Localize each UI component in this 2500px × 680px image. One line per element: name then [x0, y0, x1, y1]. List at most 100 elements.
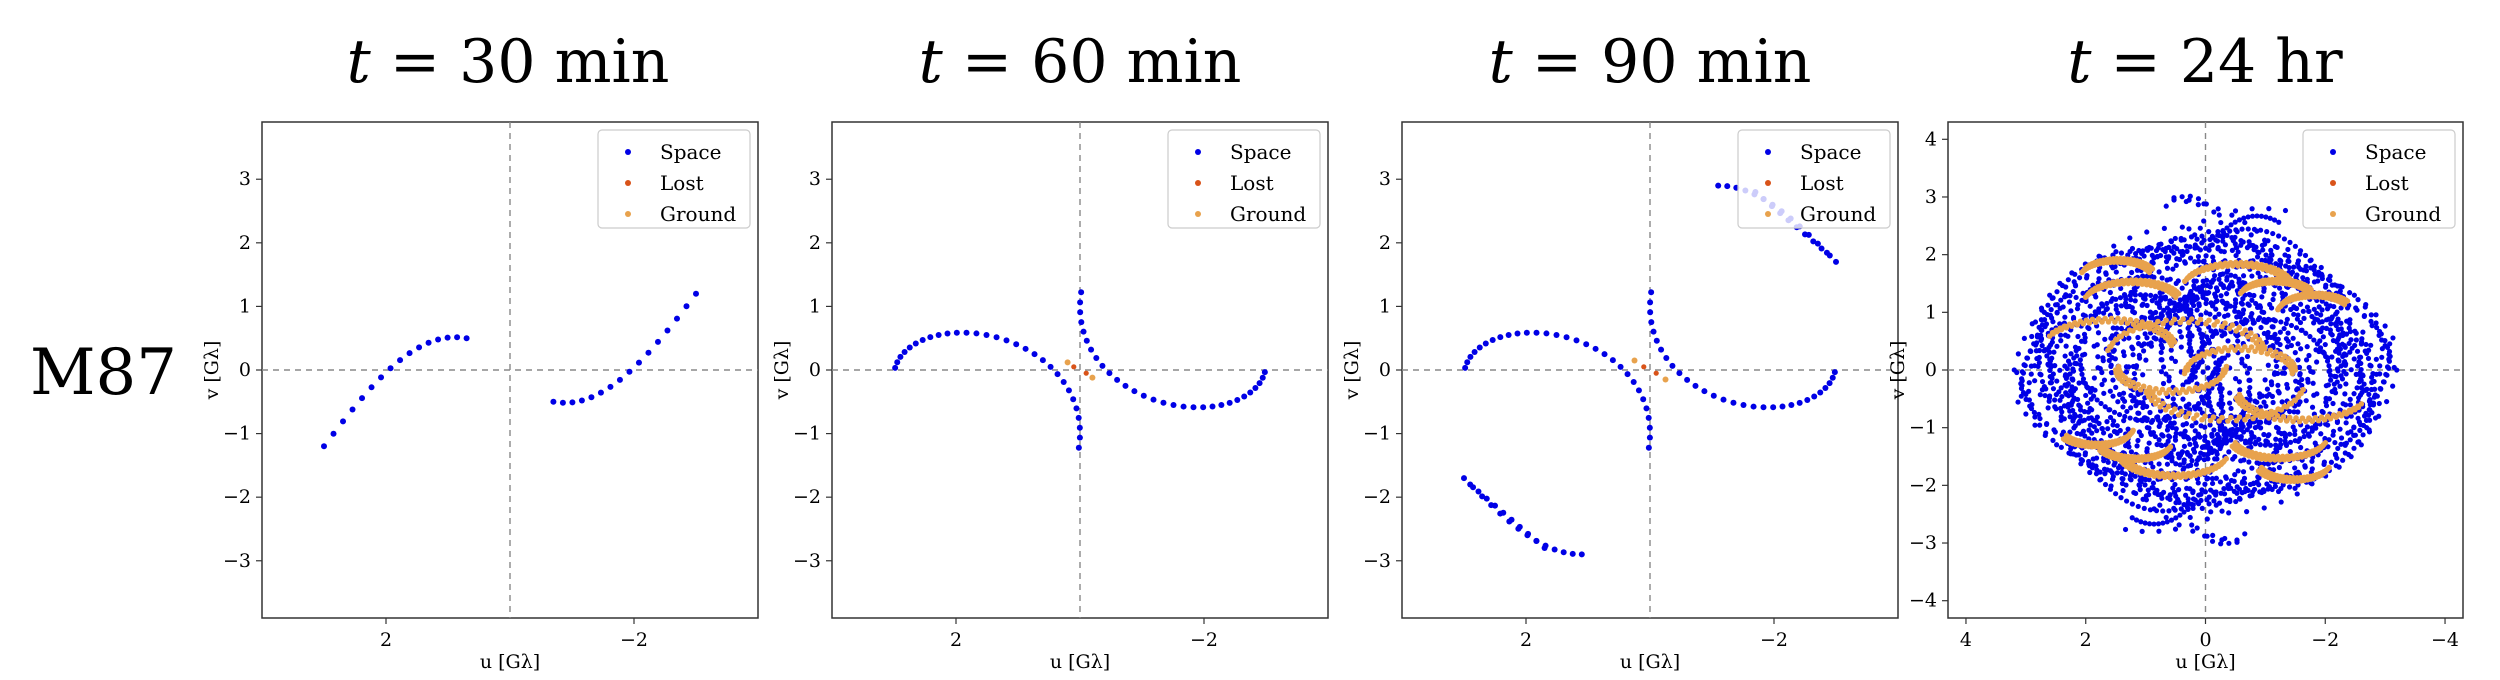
space-point	[2058, 385, 2064, 391]
space-point	[2142, 482, 2148, 488]
space-point	[2067, 414, 2073, 420]
space-point	[2105, 459, 2111, 465]
ground-point	[2149, 266, 2156, 272]
space-point	[2096, 276, 2102, 282]
space-point	[1078, 289, 1085, 296]
space-point	[2231, 488, 2237, 494]
space-point	[2259, 242, 2265, 248]
y-tick-label: 1	[1925, 301, 1937, 323]
space-point	[2352, 432, 2359, 438]
space-point	[2167, 276, 2173, 282]
space-point	[2107, 414, 2114, 421]
space-point	[1076, 424, 1083, 431]
space-point	[2261, 286, 2267, 292]
ground-point	[2143, 281, 2150, 288]
space-point	[2155, 491, 2161, 498]
space-point	[2101, 458, 2107, 464]
space-point	[2218, 389, 2224, 395]
space-point	[2096, 309, 2102, 315]
space-point	[2130, 308, 2136, 315]
space-point	[2205, 390, 2211, 397]
space-point	[2065, 393, 2072, 399]
space-point	[2217, 479, 2224, 485]
space-point	[2029, 333, 2035, 340]
space-point	[2295, 341, 2301, 347]
space-point	[2237, 435, 2243, 441]
space-point	[2107, 289, 2113, 296]
space-point	[2018, 385, 2025, 392]
space-point	[2187, 441, 2193, 447]
space-point	[1822, 385, 1829, 392]
space-point	[2352, 342, 2358, 349]
space-point	[2279, 370, 2285, 376]
space-point	[2044, 311, 2051, 318]
space-point	[2186, 226, 2192, 232]
space-point	[2309, 425, 2315, 431]
ground-point	[2245, 347, 2252, 354]
space-point	[2173, 262, 2179, 268]
x-tick-label: 4	[1960, 629, 1972, 651]
space-point	[2076, 402, 2082, 408]
space-point	[2114, 470, 2120, 476]
space-point	[2176, 522, 2182, 528]
space-point	[2193, 461, 2199, 467]
space-point	[2180, 396, 2186, 402]
space-point	[2075, 396, 2081, 403]
space-point	[2157, 252, 2164, 259]
panel-title-variable: t	[2067, 27, 2092, 97]
space-point	[1715, 182, 1722, 189]
space-point	[2272, 483, 2278, 489]
space-point	[2288, 342, 2295, 349]
space-point	[2297, 371, 2303, 377]
space-point	[1663, 354, 1670, 361]
space-point	[2311, 279, 2318, 285]
ground-point	[2239, 347, 2245, 353]
space-point	[2291, 311, 2297, 317]
space-point	[2208, 328, 2214, 334]
ground-point	[1662, 376, 1669, 383]
space-point	[1122, 382, 1129, 389]
space-point	[2142, 292, 2149, 298]
x-axis-label: u [Gλ]	[1620, 651, 1680, 673]
space-point	[1209, 403, 1216, 410]
space-point	[2189, 332, 2195, 339]
space-point	[416, 344, 423, 351]
space-point	[2337, 426, 2343, 432]
space-point	[2046, 344, 2052, 351]
space-point	[2070, 288, 2076, 295]
space-point	[2354, 385, 2360, 391]
space-point	[2194, 525, 2200, 531]
space-point	[2039, 322, 2046, 328]
space-point	[2194, 286, 2200, 292]
space-point	[2127, 248, 2133, 255]
space-point	[2212, 456, 2218, 462]
space-point	[2083, 275, 2090, 281]
space-point	[2348, 367, 2354, 373]
space-point	[2210, 301, 2216, 307]
space-point	[2086, 458, 2092, 465]
space-point	[2137, 487, 2143, 493]
space-point	[2361, 413, 2368, 419]
space-point	[2169, 458, 2175, 464]
space-point	[2155, 414, 2161, 420]
space-point	[2209, 242, 2215, 248]
space-point	[2353, 330, 2359, 336]
space-point	[2108, 363, 2114, 369]
space-point	[2274, 244, 2280, 251]
space-point	[2054, 289, 2060, 295]
space-point	[2122, 300, 2129, 306]
space-point	[2185, 505, 2191, 512]
space-point	[2045, 302, 2051, 308]
space-point	[2229, 247, 2235, 253]
space-point	[2223, 475, 2229, 481]
space-point	[2136, 410, 2142, 416]
space-point	[578, 397, 585, 404]
legend-box	[1737, 129, 1891, 229]
space-point	[2329, 354, 2335, 360]
space-point	[2048, 380, 2055, 386]
space-point	[2062, 363, 2068, 369]
y-tick-label: −2	[793, 486, 821, 508]
space-point	[2292, 243, 2298, 249]
x-axis-label: u [Gλ]	[480, 651, 540, 673]
space-point	[673, 315, 680, 322]
